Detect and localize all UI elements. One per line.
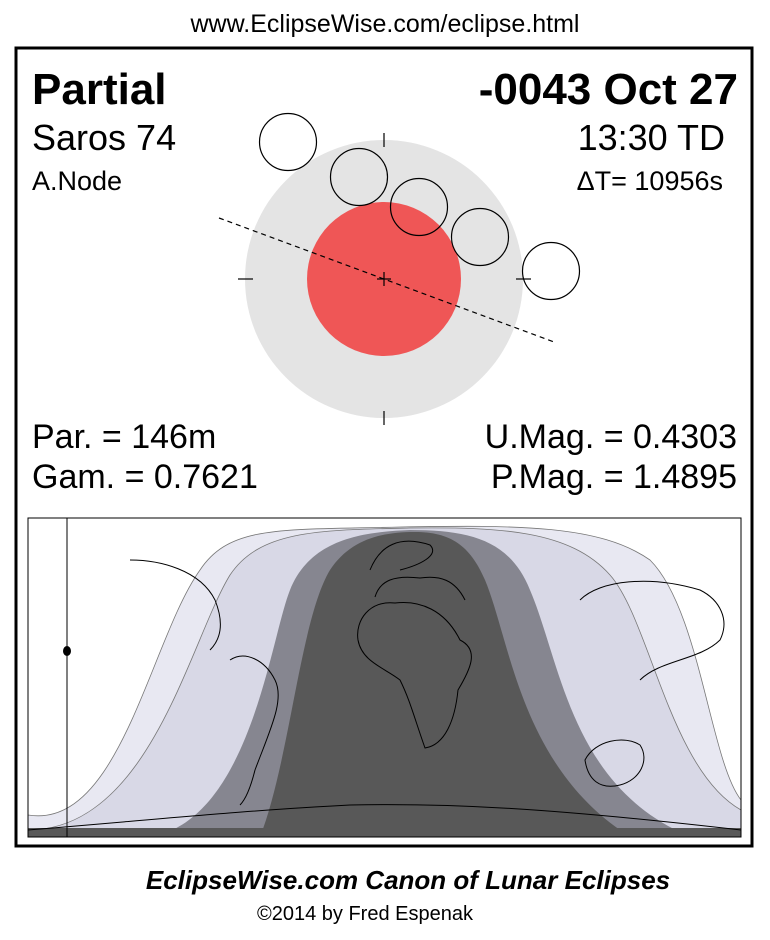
delta-t: ΔT= 10956s xyxy=(577,166,723,196)
node: A.Node xyxy=(32,166,122,196)
visibility-map xyxy=(27,517,742,838)
duration: Par. = 146m xyxy=(32,418,216,456)
saros: Saros 74 xyxy=(32,117,176,158)
moon-path xyxy=(218,217,555,343)
footer-copyright: ©2014 by Fred Espenak xyxy=(257,903,474,925)
eclipse-type: Partial xyxy=(32,65,167,114)
map-umbral-total xyxy=(260,532,640,837)
axis-ticks xyxy=(238,133,531,425)
moon-position-u4 xyxy=(450,207,510,267)
penumbral-magnitude: P.Mag. = 1.4895 xyxy=(491,458,737,496)
footer-title: EclipseWise.com Canon of Lunar Eclipses xyxy=(146,865,670,895)
coastlines xyxy=(28,540,741,831)
url-header: www.EclipseWise.com/eclipse.html xyxy=(190,10,580,38)
umbral-magnitude: U.Mag. = 0.4303 xyxy=(485,418,737,456)
eclipse-date: -0043 Oct 27 xyxy=(479,65,738,114)
shadow-diagram xyxy=(218,112,581,425)
moon-position-p4 xyxy=(521,241,581,301)
eclipse-time: 13:30 TD xyxy=(578,117,725,158)
moon-position-max xyxy=(389,177,449,237)
map-border xyxy=(27,517,742,838)
sublunar-point-marker xyxy=(63,646,71,656)
gamma: Gam. = 0.7621 xyxy=(32,458,258,496)
moon-position-p1 xyxy=(258,112,318,172)
moon-position-u1 xyxy=(329,147,389,207)
